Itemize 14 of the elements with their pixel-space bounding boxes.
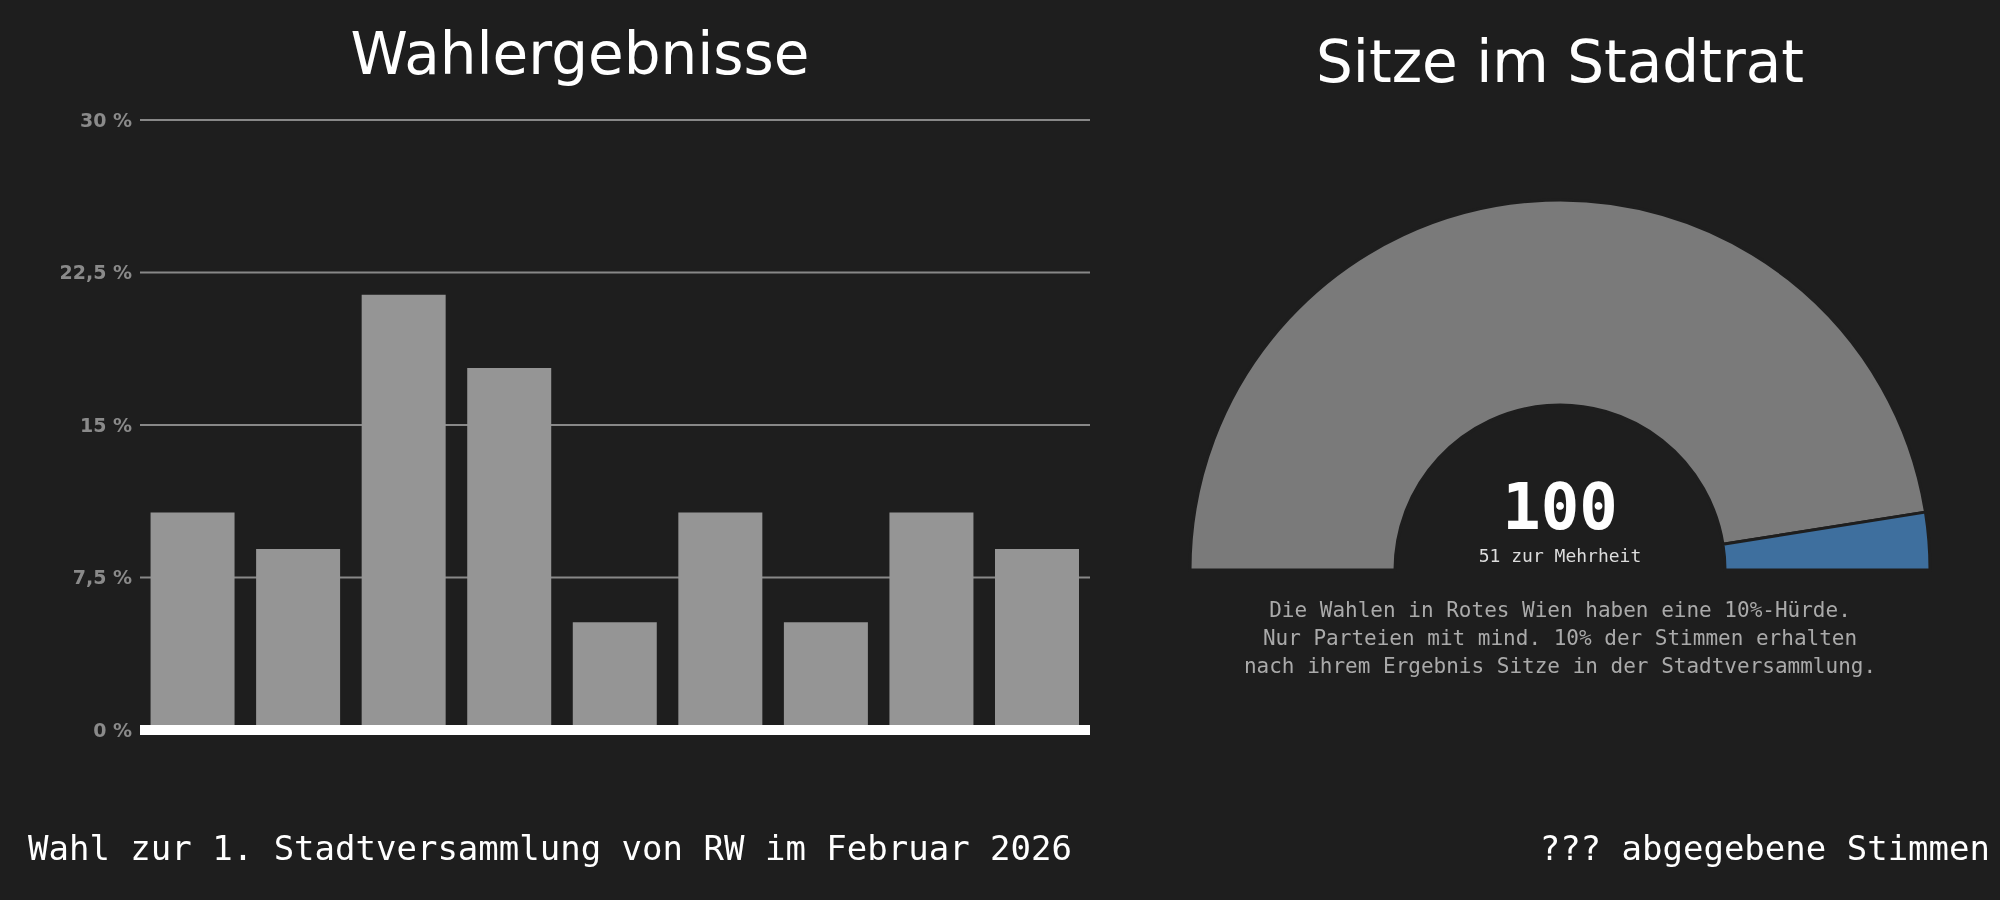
chart-title: Wahlergebnisse: [349, 20, 811, 88]
text: nach ihrem Ergebnis Sitze in der Stadtversammlung.: [1242, 653, 1878, 680]
y-tick-label: 15 %: [79, 413, 132, 436]
chart-title: Sitze im Stadtrat: [1314, 28, 1806, 96]
y-tick-label: 7,5 %: [72, 566, 132, 589]
text: Die Wahlen in Rotes Wien haben eine 10%-Hürde.: [1268, 597, 1852, 624]
y-tick-label: 22,5 %: [59, 261, 132, 284]
text: ??? abgegebene Stimmen: [1539, 828, 1990, 868]
text: Nur Parteien mit mind. 10% der Stimmen erhalten: [1261, 625, 1859, 652]
y-tick-label: 0 %: [93, 718, 132, 741]
text: 100: [1501, 470, 1619, 544]
text: Wahl zur 1. Stadtversammlung von RW im Februar 2026: [28, 828, 1072, 868]
text: 51 zur Mehrheit: [1477, 545, 1643, 566]
y-tick-label: 30 %: [79, 108, 132, 131]
